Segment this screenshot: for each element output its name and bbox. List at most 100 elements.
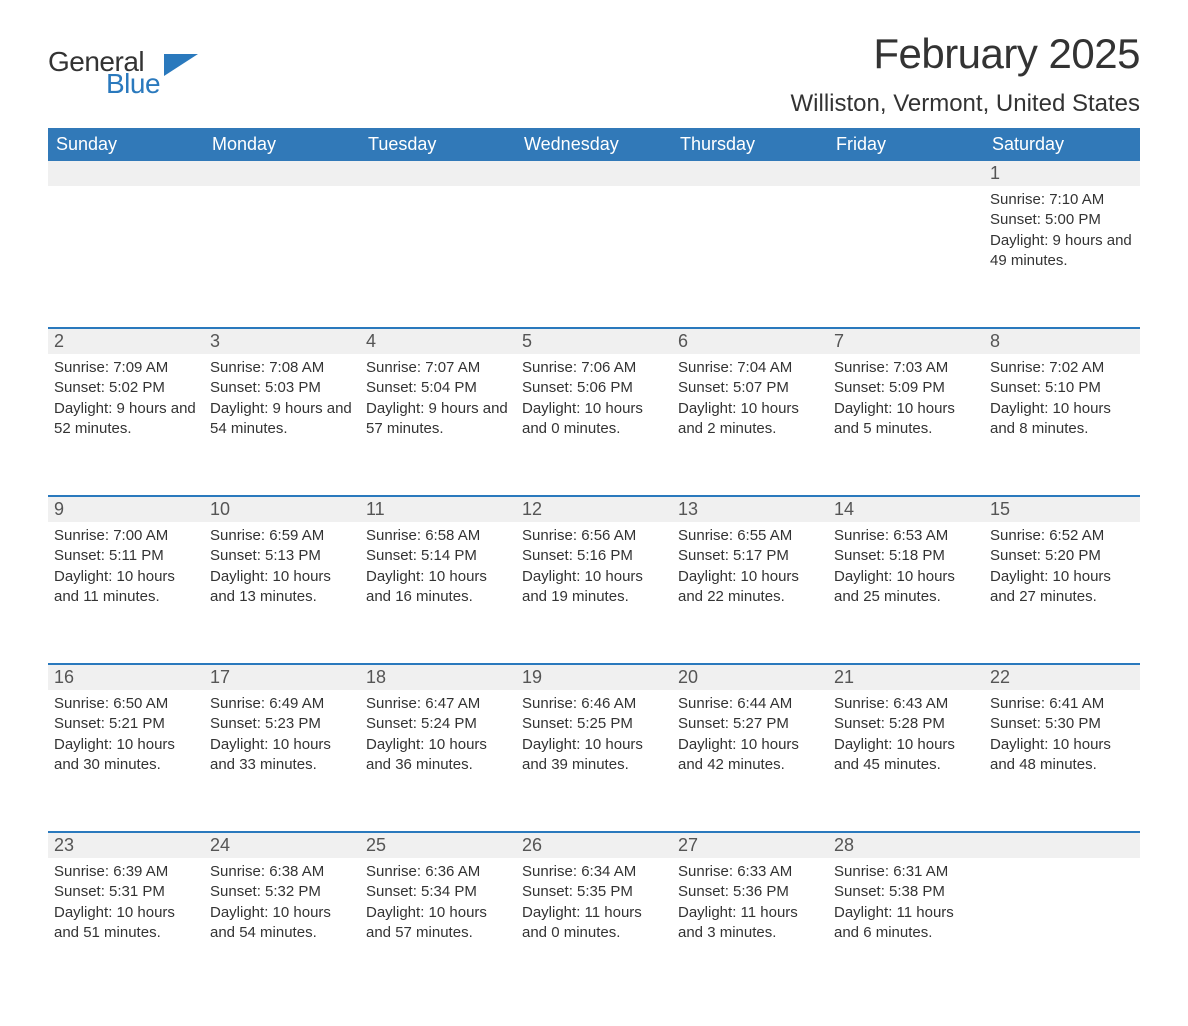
sunset: Sunset: 5:13 PM: [210, 546, 354, 566]
daylight: Daylight: 10 hours and 13 minutes.: [210, 567, 354, 608]
sunset-value: 5:16 PM: [577, 547, 633, 564]
weekday-header: Saturday: [984, 128, 1140, 161]
sunrise-label: Sunrise:: [54, 863, 113, 880]
sunset-value: 5:04 PM: [421, 379, 477, 396]
sunset-label: Sunset:: [990, 379, 1045, 396]
weekday-header: Friday: [828, 128, 984, 161]
flag-icon: [164, 54, 198, 76]
sunset-label: Sunset:: [210, 715, 265, 732]
day-number-cell: [672, 161, 828, 186]
day-number-cell: [204, 161, 360, 186]
sunset: Sunset: 5:00 PM: [990, 210, 1134, 230]
sunrise-label: Sunrise:: [522, 695, 581, 712]
sunrise-value: 6:31 AM: [893, 863, 948, 880]
sunrise: Sunrise: 6:39 AM: [54, 862, 198, 882]
sunrise-label: Sunrise:: [834, 695, 893, 712]
sunrise-label: Sunrise:: [678, 863, 737, 880]
day-number-cell: [984, 832, 1140, 858]
day-body-cell: Sunrise: 6:41 AMSunset: 5:30 PMDaylight:…: [984, 690, 1140, 818]
day-number-cell: 13: [672, 496, 828, 522]
day-number-cell: 24: [204, 832, 360, 858]
daylight-label: Daylight:: [522, 568, 585, 585]
day-body-cell: Sunrise: 6:53 AMSunset: 5:18 PMDaylight:…: [828, 522, 984, 650]
sunrise-label: Sunrise:: [366, 359, 425, 376]
daylight-label: Daylight:: [834, 400, 897, 417]
sunset: Sunset: 5:14 PM: [366, 546, 510, 566]
day-number-cell: 3: [204, 328, 360, 354]
day-number-cell: 26: [516, 832, 672, 858]
sunrise-value: 6:53 AM: [893, 527, 948, 544]
daylight-label: Daylight:: [834, 736, 897, 753]
sunset: Sunset: 5:34 PM: [366, 882, 510, 902]
day-number-cell: [828, 161, 984, 186]
day-number-cell: 12: [516, 496, 672, 522]
sunrise-value: 6:36 AM: [425, 863, 480, 880]
weekday-header: Thursday: [672, 128, 828, 161]
sunset-label: Sunset:: [54, 379, 109, 396]
day-body-row: Sunrise: 6:39 AMSunset: 5:31 PM Daylight:…: [48, 858, 1140, 986]
daylight-label: Daylight:: [366, 400, 429, 417]
sunrise: Sunrise: 6:55 AM: [678, 526, 822, 546]
day-body-cell: Sunrise: 6:34 AMSunset: 5:35 PMDaylight:…: [516, 858, 672, 986]
sunset-label: Sunset:: [366, 547, 421, 564]
sunrise-label: Sunrise:: [834, 359, 893, 376]
sunset-value: 5:02 PM: [109, 379, 165, 396]
daylight: Daylight: 10 hours and 25 minutes.: [834, 567, 978, 608]
day-number-cell: 16: [48, 664, 204, 690]
daylight-label: Daylight:: [990, 400, 1053, 417]
day-body-cell: Sunrise: 7:07 AMSunset: 5:04 PMDaylight:…: [360, 354, 516, 482]
day-number-cell: 6: [672, 328, 828, 354]
sunrise: Sunrise: 6:36 AM: [366, 862, 510, 882]
sunset-value: 5:09 PM: [889, 379, 945, 396]
daylight: Daylight: 10 hours and 54 minutes.: [210, 903, 354, 944]
sunrise: Sunrise: 6:49 AM: [210, 694, 354, 714]
sunrise-label: Sunrise:: [678, 695, 737, 712]
day-body-cell: Sunrise: 6:33 AMSunset: 5:36 PMDaylight:…: [672, 858, 828, 986]
sunrise-label: Sunrise:: [990, 191, 1049, 208]
daylight-label: Daylight:: [210, 568, 273, 585]
sunset-value: 5:21 PM: [109, 715, 165, 732]
day-number-cell: 2: [48, 328, 204, 354]
sunset-value: 5:27 PM: [733, 715, 789, 732]
sunrise-label: Sunrise:: [210, 527, 269, 544]
sunrise-label: Sunrise:: [678, 359, 737, 376]
sunrise-value: 6:46 AM: [581, 695, 636, 712]
sunrise-label: Sunrise:: [210, 863, 269, 880]
sunset: Sunset: 5:36 PM: [678, 882, 822, 902]
sunset-value: 5:07 PM: [733, 379, 789, 396]
sunrise: Sunrise: 6:58 AM: [366, 526, 510, 546]
sunrise: Sunrise: 7:03 AM: [834, 358, 978, 378]
sunrise-label: Sunrise:: [522, 527, 581, 544]
sunset: Sunset: 5:38 PM: [834, 882, 978, 902]
day-number-cell: 18: [360, 664, 516, 690]
sunrise: Sunrise: 6:33 AM: [678, 862, 822, 882]
weekday-header: Sunday: [48, 128, 204, 161]
daynum-row: 232425262728: [48, 832, 1140, 858]
sunset-label: Sunset:: [834, 715, 889, 732]
day-body-cell: Sunrise: 6:49 AMSunset: 5:23 PMDaylight:…: [204, 690, 360, 818]
sunset-label: Sunset:: [522, 715, 577, 732]
header: General Blue February 2025 Williston, Ve…: [48, 30, 1140, 118]
day-body-cell: Sunrise: 6:56 AMSunset: 5:16 PMDaylight:…: [516, 522, 672, 650]
sunset-label: Sunset:: [834, 547, 889, 564]
day-number-cell: 28: [828, 832, 984, 858]
sunset: Sunset: 5:31 PM: [54, 882, 198, 902]
day-body-cell: Sunrise: 7:04 AMSunset: 5:07 PMDaylight:…: [672, 354, 828, 482]
sunrise-value: 6:55 AM: [737, 527, 792, 544]
day-number-cell: 15: [984, 496, 1140, 522]
daylight: Daylight: 10 hours and 22 minutes.: [678, 567, 822, 608]
day-number-cell: 17: [204, 664, 360, 690]
week-separator: [48, 818, 1140, 832]
sunset-label: Sunset:: [54, 547, 109, 564]
day-number-cell: 1: [984, 161, 1140, 186]
sunrise: Sunrise: 6:47 AM: [366, 694, 510, 714]
sunrise: Sunrise: 7:00 AM: [54, 526, 198, 546]
daynum-row: 16171819202122: [48, 664, 1140, 690]
sunrise-label: Sunrise:: [990, 527, 1049, 544]
day-number-cell: 9: [48, 496, 204, 522]
sunrise-value: 7:02 AM: [1049, 359, 1104, 376]
day-number-cell: 23: [48, 832, 204, 858]
sunset: Sunset: 5:35 PM: [522, 882, 666, 902]
title-block: February 2025 Williston, Vermont, United…: [791, 30, 1140, 118]
day-number-cell: 7: [828, 328, 984, 354]
